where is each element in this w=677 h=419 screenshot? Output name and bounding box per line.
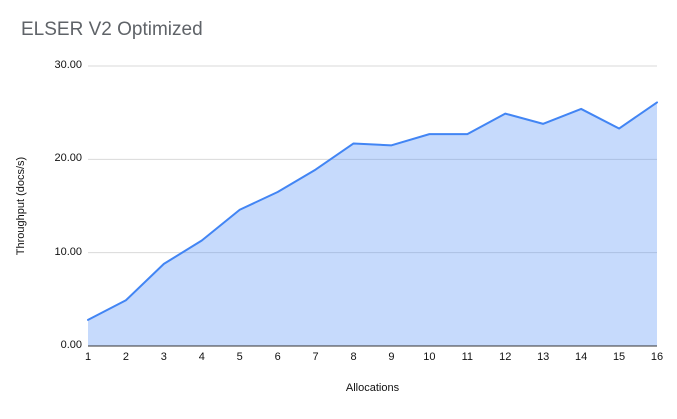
x-tick-label: 13 [537,351,550,363]
x-tick-label: 3 [160,351,167,363]
x-tick-label: 7 [312,351,319,363]
y-axis-title: Throughput (docs/s) [15,156,27,256]
chart-title: ELSER V2 Optimized [21,19,203,40]
x-tick-label: 6 [274,351,281,363]
x-tick-label: 12 [499,351,512,363]
x-axis-title: Allocations [345,382,400,394]
x-tick-label: 16 [650,351,664,363]
x-tick-label: 14 [575,351,588,363]
x-tick-label: 10 [423,351,436,363]
y-tick-label: 0.00 [60,339,82,351]
x-tick-label: 2 [122,351,129,363]
x-tick-label: 11 [461,351,474,363]
x-tick-label: 9 [388,351,395,363]
x-tick-label: 1 [84,351,92,363]
x-tick-label: 8 [350,351,357,363]
series-line [87,101,658,321]
x-tick-label: 15 [612,351,626,363]
y-tick-label: 30.00 [54,59,82,71]
y-tick-label: 20.00 [54,152,82,165]
x-tick-label: 5 [236,351,243,363]
y-tick-label: 10.00 [54,245,82,258]
series-area [88,102,657,347]
x-tick-label: 4 [198,351,205,363]
